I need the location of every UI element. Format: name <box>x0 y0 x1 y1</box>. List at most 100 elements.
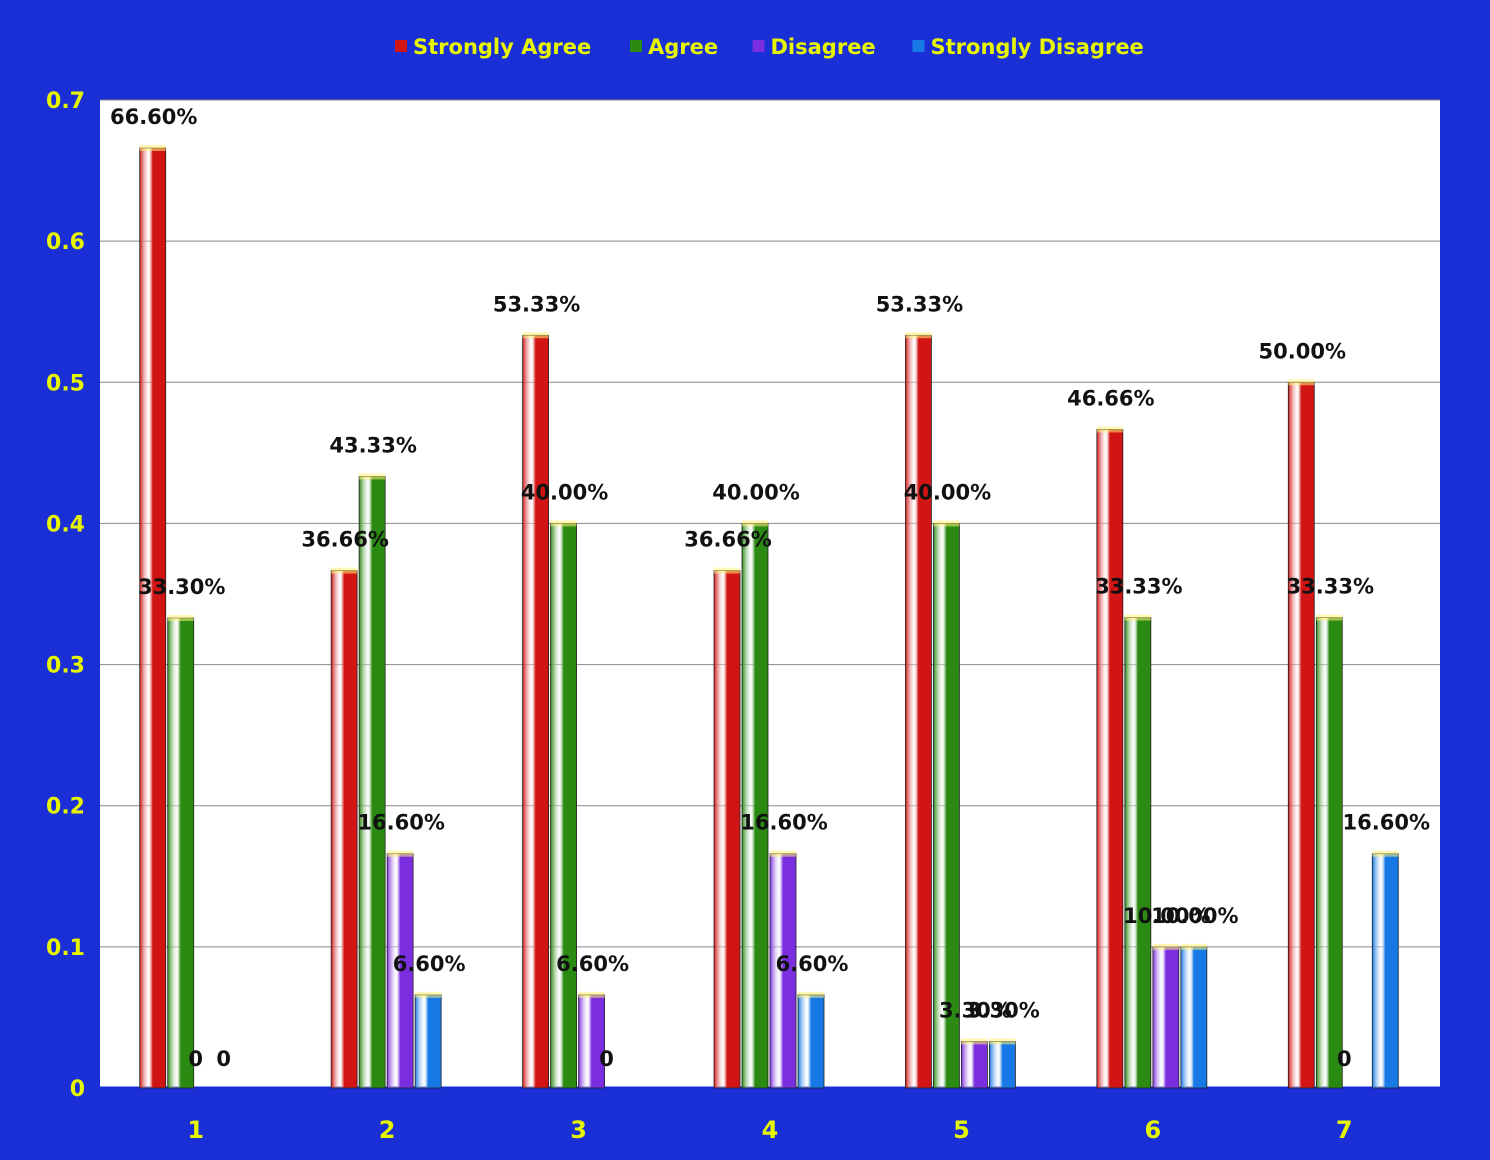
data-label: 10.00% <box>1123 904 1210 928</box>
bar-cap <box>961 1038 988 1045</box>
data-label: 40.00% <box>712 480 799 504</box>
data-label: 6.60% <box>393 952 466 976</box>
bar-cap <box>798 991 824 998</box>
bar-cap <box>742 520 768 527</box>
bar-cap <box>1124 614 1151 621</box>
data-label: 40.00% <box>521 480 608 504</box>
bar-cap <box>387 850 414 857</box>
bar-disagree <box>961 1041 988 1089</box>
bar-disagree <box>1152 946 1180 1089</box>
y-tick-label: 0.6 <box>46 230 85 255</box>
bar-cap <box>1372 850 1399 857</box>
bar-disagree <box>578 994 605 1089</box>
data-label: 43.33% <box>329 433 416 457</box>
bar-cap <box>989 1038 1016 1045</box>
x-tick-label: 4 <box>762 1116 779 1144</box>
legend-swatch <box>395 40 407 52</box>
data-label: 16.60% <box>1343 811 1430 835</box>
bar-cap <box>933 520 960 527</box>
legend-label: Strongly Agree <box>413 35 591 59</box>
bar-cap <box>550 520 577 527</box>
data-label: 16.60% <box>740 811 827 835</box>
data-label: 6.60% <box>556 952 629 976</box>
bar-strongly-disagree <box>1371 853 1399 1089</box>
data-label: 0 <box>599 1047 614 1071</box>
bar-strongly-agree <box>905 334 932 1089</box>
bar-disagree <box>769 853 797 1089</box>
x-tick-label: 5 <box>953 1116 970 1144</box>
bar-agree <box>550 523 577 1089</box>
bar-disagree <box>386 853 414 1089</box>
data-label: 53.33% <box>876 292 963 316</box>
bar-agree <box>358 476 386 1089</box>
x-tick-label: 1 <box>187 1116 204 1144</box>
bar-strongly-agree <box>330 570 358 1089</box>
y-tick-label: 0.4 <box>46 512 85 537</box>
y-tick-label: 0.5 <box>46 371 85 396</box>
bar-cap <box>1316 614 1343 621</box>
bar-agree <box>167 617 195 1089</box>
bar-cap <box>1096 426 1123 433</box>
bar-cap <box>359 473 386 480</box>
bar-strongly-disagree <box>797 994 825 1089</box>
legend-label: Strongly Disagree <box>931 35 1144 59</box>
bar-cap <box>770 850 796 857</box>
data-label: 66.60% <box>110 105 197 129</box>
data-label: 53.33% <box>493 292 580 316</box>
data-label: 36.66% <box>301 528 388 552</box>
bar-strongly-agree <box>1287 381 1315 1089</box>
data-label: 36.66% <box>684 528 771 552</box>
bar-strongly-disagree <box>1180 946 1208 1089</box>
legend-label: Disagree <box>771 35 876 59</box>
bar-strongly-agree <box>139 147 167 1089</box>
legend-item-agree: Agree <box>630 35 718 59</box>
data-label: 40.00% <box>904 480 991 504</box>
bar-cap <box>714 567 740 574</box>
x-tick-label: 2 <box>379 1116 396 1144</box>
legend-swatch <box>752 40 765 52</box>
legend-item-strongly-agree: Strongly Agree <box>395 35 591 59</box>
bar-cap <box>139 144 166 151</box>
bar-cap <box>578 991 605 998</box>
bar-cap <box>1288 379 1315 386</box>
bar-strongly-agree <box>713 570 741 1089</box>
data-label: 0 <box>1337 1047 1352 1071</box>
data-labels: 66.60%33.30%0 036.66%43.33%16.60%6.60%53.… <box>110 105 1430 1071</box>
x-tick-label: 3 <box>570 1116 587 1144</box>
y-tick-label: 0.1 <box>46 936 85 961</box>
bars <box>139 144 1399 1089</box>
data-label: 33.30% <box>138 575 225 599</box>
data-label: 50.00% <box>1259 339 1346 363</box>
legend: Strongly Agree Agree Disagree Strongly Disa… <box>395 35 1144 59</box>
legend-item-strongly-disagree: Strongly Disagree <box>912 35 1144 59</box>
data-label: 33.33% <box>1287 575 1374 599</box>
data-label: 46.66% <box>1067 386 1154 410</box>
legend-item-disagree: Disagree <box>752 35 876 59</box>
data-label: 0 <box>216 1047 231 1071</box>
data-label: 16.60% <box>357 811 444 835</box>
y-axis: 0 0.1 0.2 0.3 0.4 0.5 0.6 0.7 <box>46 89 1440 1102</box>
bar-agree <box>933 523 960 1089</box>
legend-label: Agree <box>648 35 718 59</box>
bar-strongly-disagree <box>414 994 442 1089</box>
bar-agree <box>1315 617 1343 1089</box>
bar-cap <box>331 567 358 574</box>
data-label: 10.00% <box>1151 904 1238 928</box>
data-label: 6.60% <box>776 952 849 976</box>
bar-cap <box>1152 943 1179 950</box>
y-tick-label: 0.3 <box>46 654 85 679</box>
y-tick-label: 0 <box>70 1077 85 1102</box>
x-axis: 1 2 3 4 5 6 7 <box>187 1116 1352 1144</box>
bar-strongly-agree <box>1096 429 1124 1089</box>
data-label: 0 <box>188 1047 203 1071</box>
bar-strongly-agree <box>522 334 549 1089</box>
data-label: 33.33% <box>1095 575 1182 599</box>
bar-cap <box>522 332 549 339</box>
bar-cap <box>415 991 442 998</box>
x-tick-label: 7 <box>1336 1116 1353 1144</box>
bar-cap <box>167 614 194 621</box>
bar-strongly-disagree <box>989 1041 1016 1089</box>
legend-swatch <box>912 40 925 52</box>
data-label: 3.30% <box>939 998 1012 1022</box>
